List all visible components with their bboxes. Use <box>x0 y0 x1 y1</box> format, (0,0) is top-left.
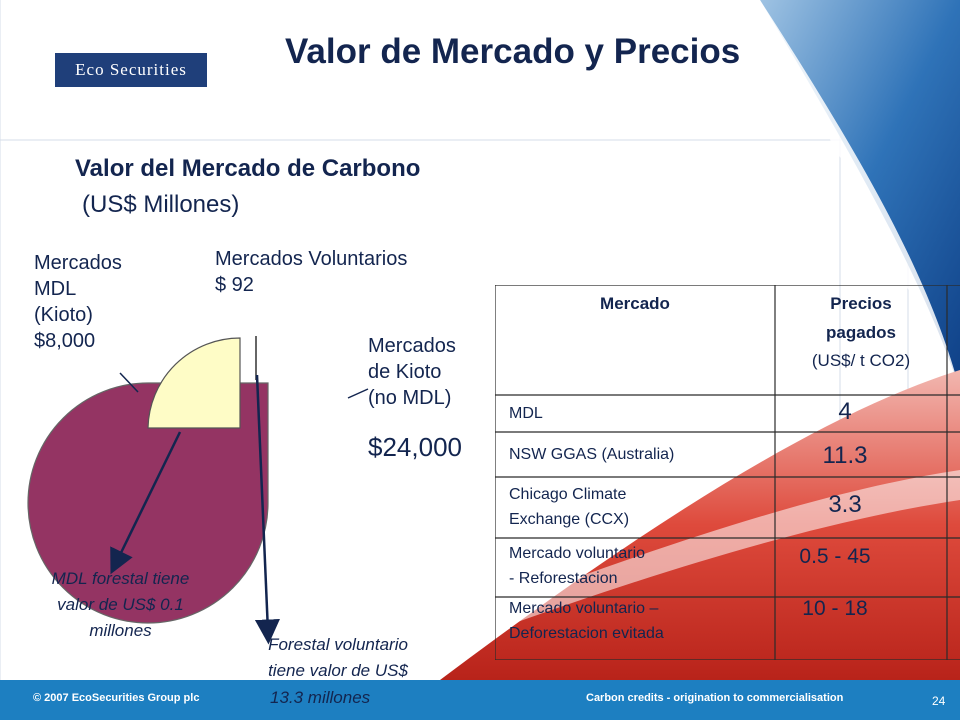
note-forestal-voluntario: Forestal voluntario tiene valor de US$ <box>268 635 408 680</box>
row-precio-ccx: 3.3 <box>828 491 862 518</box>
note-forestal-voluntario-tail: 13.3 millones <box>270 688 371 707</box>
page-title: Valor de Mercado y Precios <box>285 32 741 71</box>
arrow-forestal-voluntario <box>254 374 280 645</box>
footer-copyright: © 2007 EcoSecurities Group plc <box>33 692 200 704</box>
row-precio-mdl: 4 <box>838 398 852 425</box>
label-mercados-mdl: Mercados MDL (Kioto) $8,000 <box>34 252 122 352</box>
row-precio-nsw: 11.3 <box>822 442 868 469</box>
arrow-mdl-forestal <box>110 431 182 575</box>
row-mercado-ccx: Chicago Climate Exchange (CCX) <box>509 486 630 528</box>
header-mercado: Mercado <box>600 294 670 313</box>
price-table: Mercado Precios pagados (US$/ t CO2) MDL… <box>495 285 960 660</box>
section-title: Valor del Mercado de Carbono <box>75 155 421 182</box>
footer-tagline: Carbon credits - origination to commerci… <box>586 692 844 704</box>
ecosecurities-logo: Eco Securities <box>55 53 207 87</box>
page-number: 24 <box>932 694 946 708</box>
note-mdl-forestal: MDL forestal tiene valor de US$ 0.1 mill… <box>51 569 190 640</box>
value-mercados-kioto: $24,000 <box>368 432 462 462</box>
row-precio-reforestacion: 0.5 - 45 <box>799 545 871 568</box>
row-mercado-deforestacion: Mercado voluntario – Deforestacion evita… <box>509 600 664 642</box>
leader-line-kioto <box>347 388 369 399</box>
blue-swoosh <box>760 0 960 390</box>
row-mercado-nsw: NSW GGAS (Australia) <box>509 446 675 463</box>
header-precios: Precios pagados <box>826 294 896 342</box>
pie-slice-mdl <box>147 337 241 429</box>
leader-line-mdl <box>119 372 139 393</box>
table-grid <box>495 285 960 660</box>
logo-text: Eco Securities <box>75 60 187 79</box>
footer-bar: © 2007 EcoSecurities Group plc Carbon cr… <box>0 680 960 720</box>
row-precio-deforestacion: 10 - 18 <box>802 597 868 620</box>
header-units: (US$/ t CO2) <box>811 351 911 370</box>
label-mercados-kioto: Mercados de Kioto (no MDL) <box>368 335 456 409</box>
row-mercado-reforestacion: Mercado voluntario - Reforestacion <box>509 545 646 587</box>
section-units: (US$ Millones) <box>82 191 240 218</box>
pie-slice-kioto <box>27 382 269 624</box>
label-mercados-voluntarios: Mercados Voluntarios $ 92 <box>215 248 408 296</box>
row-mercado-mdl: MDL <box>509 405 543 422</box>
